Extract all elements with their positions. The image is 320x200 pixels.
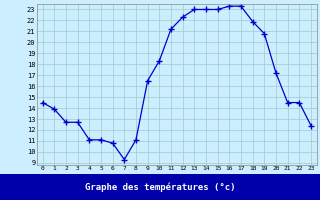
Text: Graphe des températures (°c): Graphe des températures (°c) (85, 182, 235, 192)
